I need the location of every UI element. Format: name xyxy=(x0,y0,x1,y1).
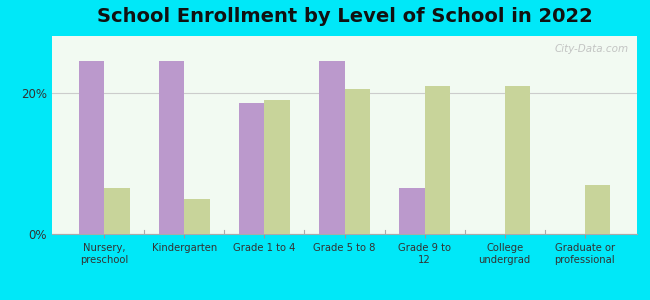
Bar xyxy=(159,61,185,234)
Bar xyxy=(319,61,344,234)
Bar xyxy=(104,188,130,234)
Bar xyxy=(585,184,610,234)
Bar xyxy=(399,188,424,234)
Bar xyxy=(239,103,265,234)
Title: School Enrollment by Level of School in 2022: School Enrollment by Level of School in … xyxy=(97,7,592,26)
Bar xyxy=(504,85,530,234)
Bar xyxy=(344,89,370,234)
Bar xyxy=(79,61,104,234)
Bar xyxy=(185,199,210,234)
Bar xyxy=(424,85,450,234)
Text: City-Data.com: City-Data.com xyxy=(554,44,628,54)
Bar xyxy=(265,100,290,234)
